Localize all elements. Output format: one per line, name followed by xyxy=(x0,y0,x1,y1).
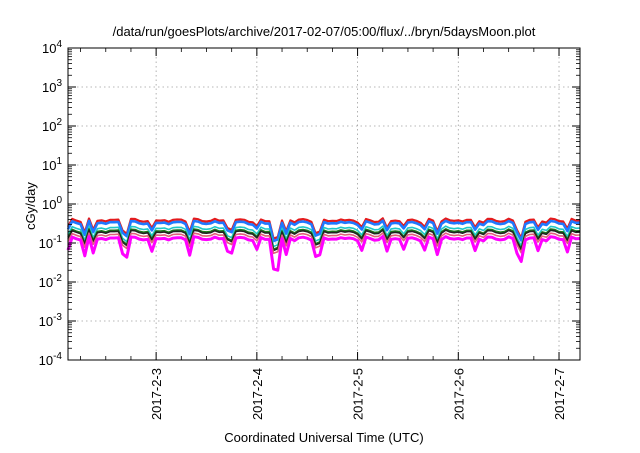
y-tick-label: 102 xyxy=(42,117,62,134)
series-line xyxy=(66,235,581,272)
y-tick-label: 101 xyxy=(42,156,62,173)
tick-marks xyxy=(68,47,580,361)
y-tick-label: 10-2 xyxy=(39,273,63,290)
series-line xyxy=(67,232,581,255)
y-tick-label: 10-3 xyxy=(39,312,63,329)
x-tick-label: 2017-2-6 xyxy=(451,368,466,420)
y-tick-label: 104 xyxy=(42,39,62,56)
y-tick-label: 103 xyxy=(42,78,62,95)
series-line xyxy=(67,225,581,248)
x-axis-label: Coordinated Universal Time (UTC) xyxy=(224,430,423,445)
series-line xyxy=(67,229,581,252)
y-tick-label: 10-1 xyxy=(39,234,63,251)
x-tick-label: 2017-2-3 xyxy=(149,368,164,420)
series-line xyxy=(66,219,581,243)
y-axis-label: cGy/day xyxy=(23,182,38,230)
data-series-group xyxy=(66,217,581,272)
x-tick-label: 2017-2-5 xyxy=(351,368,366,420)
chart-title: /data/run/goesPlots/archive/2017-02-07/0… xyxy=(113,24,536,39)
y-tick-labels: 10-4 10-3 10-2 10-1 100 101 102 103 104 xyxy=(39,39,63,368)
x-tick-label: 2017-2-4 xyxy=(250,368,265,420)
x-tick-labels: 2017-2-3 2017-2-4 2017-2-5 2017-2-6 2017-2-7 xyxy=(149,368,567,420)
y-tick-label: 100 xyxy=(42,195,62,212)
y-tick-label: 10-4 xyxy=(39,351,63,368)
x-tick-label: 2017-2-7 xyxy=(552,368,567,420)
